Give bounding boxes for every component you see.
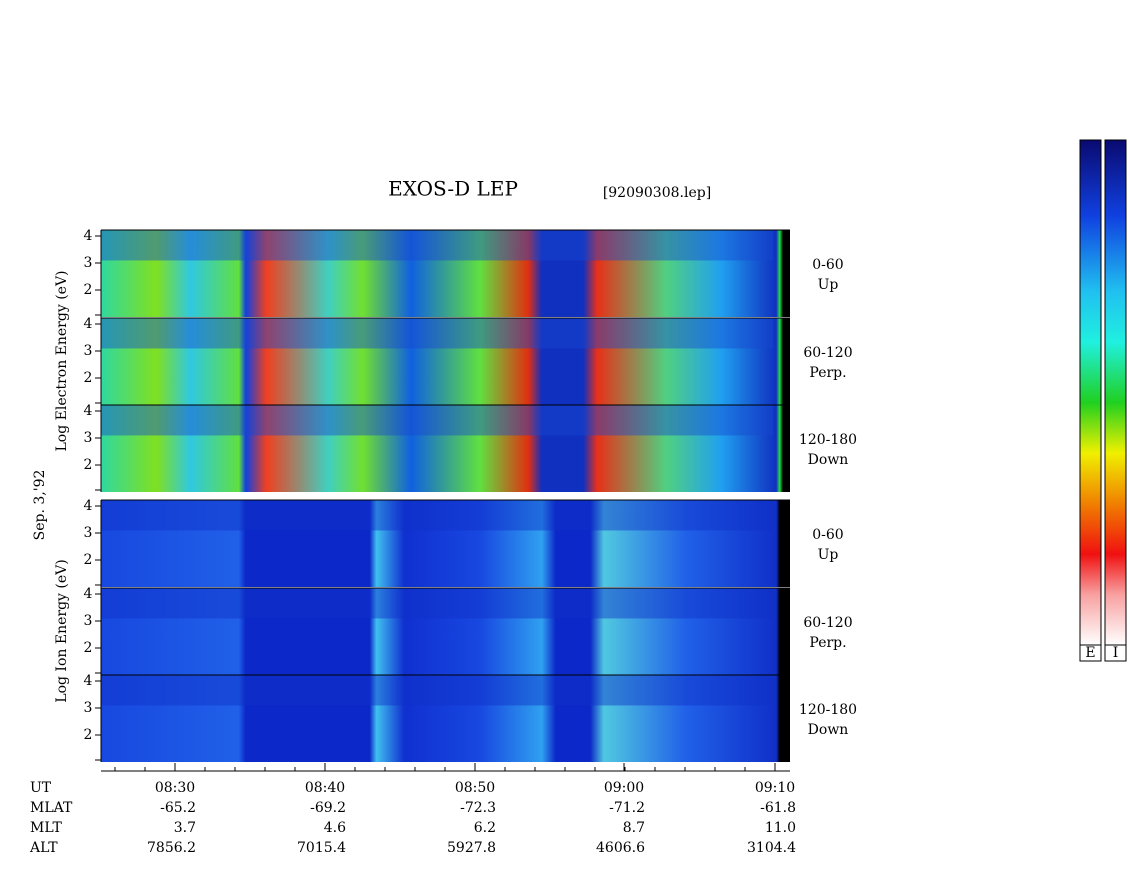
row-value: 7856.2: [147, 840, 196, 856]
row-value: 7015.4: [297, 840, 346, 856]
y-tick-label: 2: [84, 727, 93, 743]
y-tick-label: 4: [84, 228, 93, 244]
y-tick-label: 3: [84, 700, 93, 716]
x-tick-label: 09:00: [604, 780, 644, 796]
direction-label: Down: [808, 452, 849, 468]
x-tick-label: 08:40: [305, 780, 345, 796]
row-value: 4606.6: [596, 840, 645, 856]
row-value: -69.2: [310, 800, 346, 816]
row-value: 6.2: [474, 820, 496, 836]
colorbar-label: E: [1085, 645, 1095, 661]
y-tick-label: 2: [84, 640, 93, 656]
spectrogram-band: [101, 675, 773, 706]
spectrogram: [101, 318, 790, 405]
direction-label: Perp.: [809, 365, 846, 381]
colorbar: [1079, 139, 1102, 646]
spectrogram: [101, 230, 790, 317]
y-tick-label: 2: [84, 552, 93, 568]
y-tick-label: 3: [84, 525, 93, 541]
angle-label: 120-180: [799, 702, 857, 718]
row-label: MLAT: [30, 800, 73, 816]
spectrogram: [101, 675, 790, 762]
y-tick-label: 3: [84, 255, 93, 271]
colorbar-label: I: [1113, 645, 1119, 661]
file-name: [92090308.lep]: [603, 185, 711, 201]
spectrogram: [101, 500, 790, 587]
spectrogram-band: [101, 588, 773, 619]
row-value: -61.8: [760, 800, 796, 816]
angle-label: 0-60: [812, 527, 843, 543]
angle-label: 60-120: [803, 615, 852, 631]
row-value: 4.6: [324, 820, 346, 836]
row-value: -65.2: [160, 800, 196, 816]
spectrogram: [101, 588, 790, 675]
x-tick-label: 08:50: [455, 780, 495, 796]
spectrogram-band: [101, 500, 773, 531]
y-tick-label: 3: [84, 430, 93, 446]
y-tick-label: 3: [84, 343, 93, 359]
spectrogram-band: [101, 318, 773, 349]
direction-label: Up: [818, 547, 839, 563]
y-tick-label: 4: [84, 586, 93, 602]
y-tick-label: 4: [84, 498, 93, 514]
angle-label: 0-60: [812, 257, 843, 273]
direction-label: Down: [808, 722, 849, 738]
colorbar-label-box: [1104, 644, 1127, 662]
angle-label: 120-180: [799, 432, 857, 448]
y-tick-label: 2: [84, 457, 93, 473]
row-label: UT: [30, 780, 52, 796]
direction-label: Perp.: [809, 635, 846, 651]
spectrogram-band: [101, 405, 773, 436]
y-tick-label: 4: [84, 673, 93, 689]
angle-label: 60-120: [803, 345, 852, 361]
row-value: 11.0: [765, 820, 796, 836]
x-tick-label: 09:10: [755, 780, 795, 796]
row-value: -72.3: [460, 800, 496, 816]
row-value: 3.7: [174, 820, 196, 836]
row-value: 8.7: [623, 820, 645, 836]
title: EXOS-D LEP: [388, 177, 518, 201]
spectrogram-band: [101, 230, 773, 261]
row-label: ALT: [29, 840, 58, 856]
y-tick-label: 2: [84, 370, 93, 386]
row-value: 3104.4: [747, 840, 796, 856]
row-label: MLT: [30, 820, 62, 836]
x-tick-label: 08:30: [155, 780, 195, 796]
spectrogram: [101, 405, 790, 492]
y-tick-label: 4: [84, 403, 93, 419]
colorbar-label-box: [1079, 644, 1102, 662]
y-axis-label: Log Ion Energy (eV): [54, 559, 70, 702]
y-axis-label: Log Electron Energy (eV): [54, 270, 70, 451]
direction-label: Up: [818, 277, 839, 293]
row-value: 5927.8: [447, 840, 496, 856]
y-tick-label: 2: [84, 282, 93, 298]
y-tick-label: 3: [84, 613, 93, 629]
y-tick-label: 4: [84, 316, 93, 332]
row-value: -71.2: [609, 800, 645, 816]
colorbar: [1104, 139, 1127, 646]
date-label: Sep. 3,'92: [32, 470, 48, 541]
